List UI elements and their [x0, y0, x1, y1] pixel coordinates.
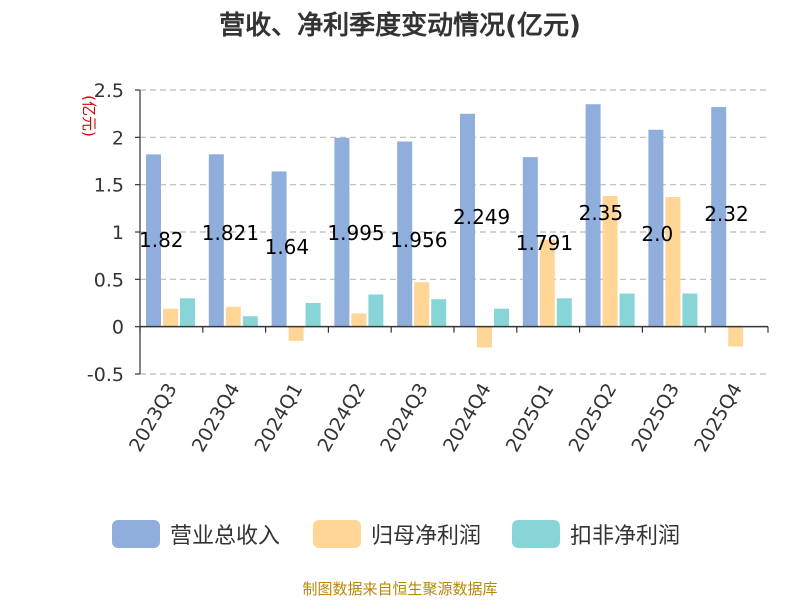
legend-swatch: [112, 520, 160, 548]
bar: [368, 294, 384, 327]
data-label: 1.82: [139, 228, 184, 252]
bar: [305, 303, 321, 327]
x-tick-label: 2024Q4: [439, 380, 496, 456]
x-tick-label: 2023Q4: [188, 380, 245, 456]
bar: [288, 326, 304, 341]
bar: [619, 293, 635, 327]
source-note: 制图数据来自恒生聚源数据库: [302, 580, 497, 598]
bar: [648, 129, 664, 327]
y-tick-label: 1: [112, 222, 124, 244]
bar: [682, 293, 698, 327]
legend-label: 扣非净利润: [570, 524, 680, 549]
x-tick-label: 2025Q3: [627, 380, 684, 456]
x-tick-label: 2024Q2: [313, 380, 370, 456]
y-tick-label: 1.5: [94, 175, 124, 197]
x-tick-label: 2025Q2: [565, 380, 622, 456]
bar: [539, 239, 555, 327]
y-axis-unit: (亿元): [80, 95, 98, 137]
legend-item-revenue: 营业总收入: [112, 520, 280, 549]
legend: 营业总收入 归母净利润 扣非净利润: [112, 520, 680, 549]
bar: [711, 107, 727, 327]
x-tick-label: 2025Q1: [502, 380, 559, 456]
bar: [146, 154, 161, 327]
bar: [477, 326, 492, 348]
bar: [163, 308, 178, 327]
bars: [146, 104, 744, 348]
bar: [225, 306, 241, 327]
legend-item-deducted-profit: 扣非净利润: [512, 520, 680, 549]
x-tick-label: 2025Q4: [690, 380, 747, 456]
x-tick-label: 2024Q1: [251, 380, 308, 456]
data-label: 1.64: [265, 235, 310, 259]
data-label: 1.821: [202, 221, 259, 245]
legend-swatch: [313, 520, 361, 548]
bar: [494, 308, 509, 327]
bar: [334, 137, 350, 327]
bar: [397, 141, 413, 327]
y-tick-label: 0: [112, 317, 124, 339]
bar: [431, 299, 447, 327]
chart-title: 营收、净利季度变动情况(亿元): [219, 10, 581, 41]
data-label: 2.0: [641, 222, 673, 246]
data-label: 1.956: [390, 228, 447, 252]
legend-label: 营业总收入: [170, 524, 280, 549]
data-label: 2.249: [453, 205, 510, 229]
x-tick-label: 2024Q3: [376, 380, 433, 456]
y-tick-label: 2: [112, 127, 124, 149]
data-label: 2.35: [579, 201, 624, 225]
bar: [556, 298, 572, 327]
x-tick-label: 2023Q3: [125, 380, 182, 456]
legend-label: 归母净利润: [371, 524, 481, 549]
bar: [351, 313, 367, 327]
legend-swatch: [512, 520, 560, 548]
y-tick-label: -0.5: [87, 364, 124, 386]
data-label: 2.32: [704, 202, 749, 226]
bar: [585, 104, 601, 327]
y-tick-label: 0.5: [94, 269, 124, 291]
bar: [602, 196, 618, 327]
data-label: 1.791: [516, 231, 573, 255]
data-label: 1.995: [327, 221, 384, 245]
bar: [728, 326, 744, 347]
legend-item-net-profit: 归母净利润: [313, 520, 481, 549]
bar: [271, 171, 287, 327]
bar: [460, 113, 475, 327]
bar: [242, 316, 258, 327]
y-tick-label: 2.5: [94, 80, 124, 102]
bar: [665, 196, 681, 327]
bar: [522, 157, 538, 327]
bar: [208, 154, 224, 327]
bar: [180, 298, 195, 327]
bar: [414, 282, 430, 327]
